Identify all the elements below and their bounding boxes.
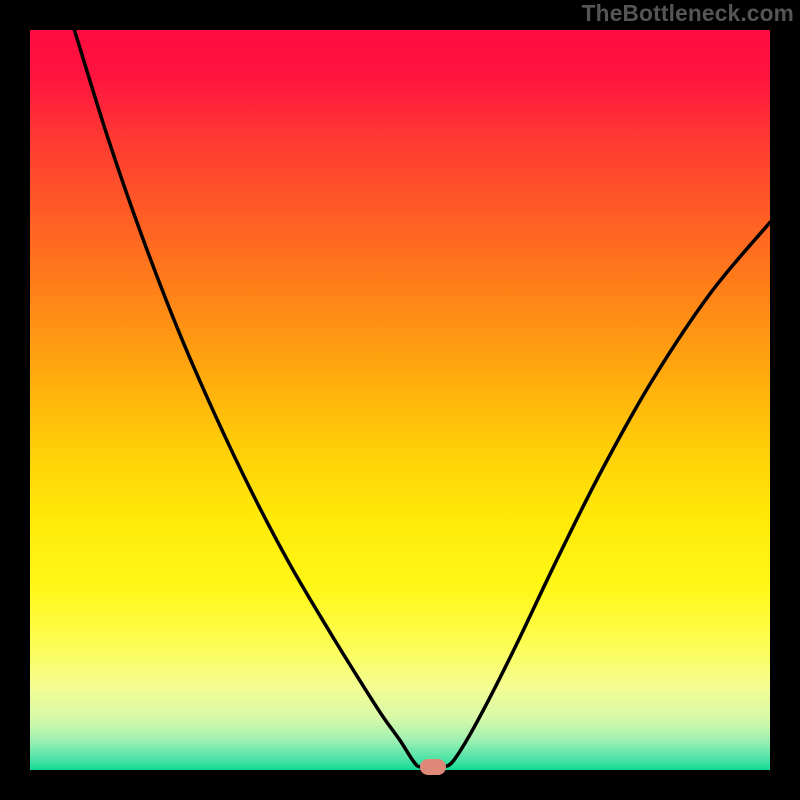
watermark-text: TheBottleneck.com — [582, 0, 794, 27]
bottleneck-chart — [0, 0, 800, 800]
optimum-marker — [420, 759, 446, 775]
plot-background — [30, 30, 770, 770]
